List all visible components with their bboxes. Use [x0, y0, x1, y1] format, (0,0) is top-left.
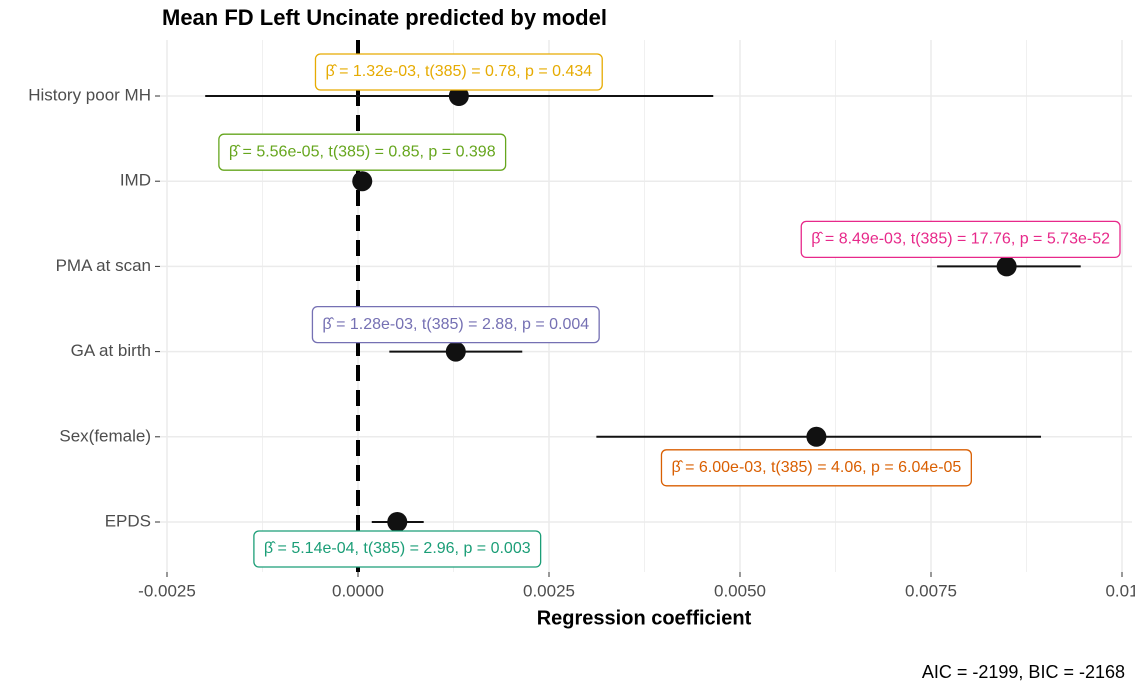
annotation-box: [314, 53, 603, 91]
annotation-text: β̂ = 5.56e-05, t(385) = 0.85, p = 0.398: [229, 143, 496, 160]
point-estimate: [352, 171, 373, 192]
caption: AIC = -2199, BIC = -2168: [922, 662, 1125, 682]
y-tick-label: EPDS: [105, 511, 151, 530]
annotation: β̂ = 8.49e-03, t(385) = 17.76, p = 5.73e…: [800, 220, 1121, 259]
annotation: β̂ = 5.56e-05, t(385) = 0.85, p = 0.398: [218, 133, 507, 171]
y-tick-label: Sex(female): [59, 426, 151, 445]
x-tick-label: 0.01: [1105, 581, 1135, 600]
y-tick-label: History poor MH: [28, 85, 151, 104]
x-tick-label: 0.0025: [523, 581, 575, 600]
chart-title: Mean FD Left Uncinate predicted by model: [162, 5, 607, 30]
annotation-box: [800, 220, 1121, 259]
point-estimate: [387, 512, 408, 532]
annotation: β̂ = 1.28e-03, t(385) = 2.88, p = 0.004: [311, 305, 600, 344]
annotation-text: β̂ = 1.32e-03, t(385) = 0.78, p = 0.434: [325, 63, 592, 80]
annotation-text: β̂ = 8.49e-03, t(385) = 17.76, p = 5.73e…: [811, 231, 1110, 248]
annotation: β̂ = 6.00e-03, t(385) = 4.06, p = 6.04e-…: [660, 449, 972, 487]
x-tick-label: 0.0075: [905, 581, 957, 600]
annotation-box: [311, 305, 600, 344]
x-tick-label: 0.0050: [714, 581, 766, 600]
point-estimate: [996, 256, 1017, 277]
x-tick-label: 0.0000: [332, 581, 384, 600]
annotation-text: β̂ = 1.28e-03, t(385) = 2.88, p = 0.004: [322, 316, 589, 333]
x-axis-title: Regression coefficient: [537, 607, 752, 629]
annotation: β̂ = 5.14e-04, t(385) = 2.96, p = 0.003: [253, 530, 542, 568]
annotation-text: β̂ = 5.14e-04, t(385) = 2.96, p = 0.003: [264, 540, 531, 557]
point-estimate: [806, 426, 827, 447]
annotation: β̂ = 1.32e-03, t(385) = 0.78, p = 0.434: [314, 53, 603, 91]
point-estimate: [448, 86, 469, 106]
y-tick-label: PMA at scan: [56, 256, 151, 275]
x-tick-label: -0.0025: [138, 581, 196, 600]
grid: [160, 40, 1132, 572]
annotation-box: [218, 133, 507, 171]
y-tick-label: GA at birth: [71, 341, 151, 360]
annotation-text: β̂ = 6.00e-03, t(385) = 4.06, p = 6.04e-…: [671, 459, 961, 476]
y-tick-label: IMD: [120, 171, 151, 190]
point-estimate: [445, 341, 466, 362]
annotation-box: [660, 449, 972, 487]
annotation-box: [253, 530, 542, 568]
